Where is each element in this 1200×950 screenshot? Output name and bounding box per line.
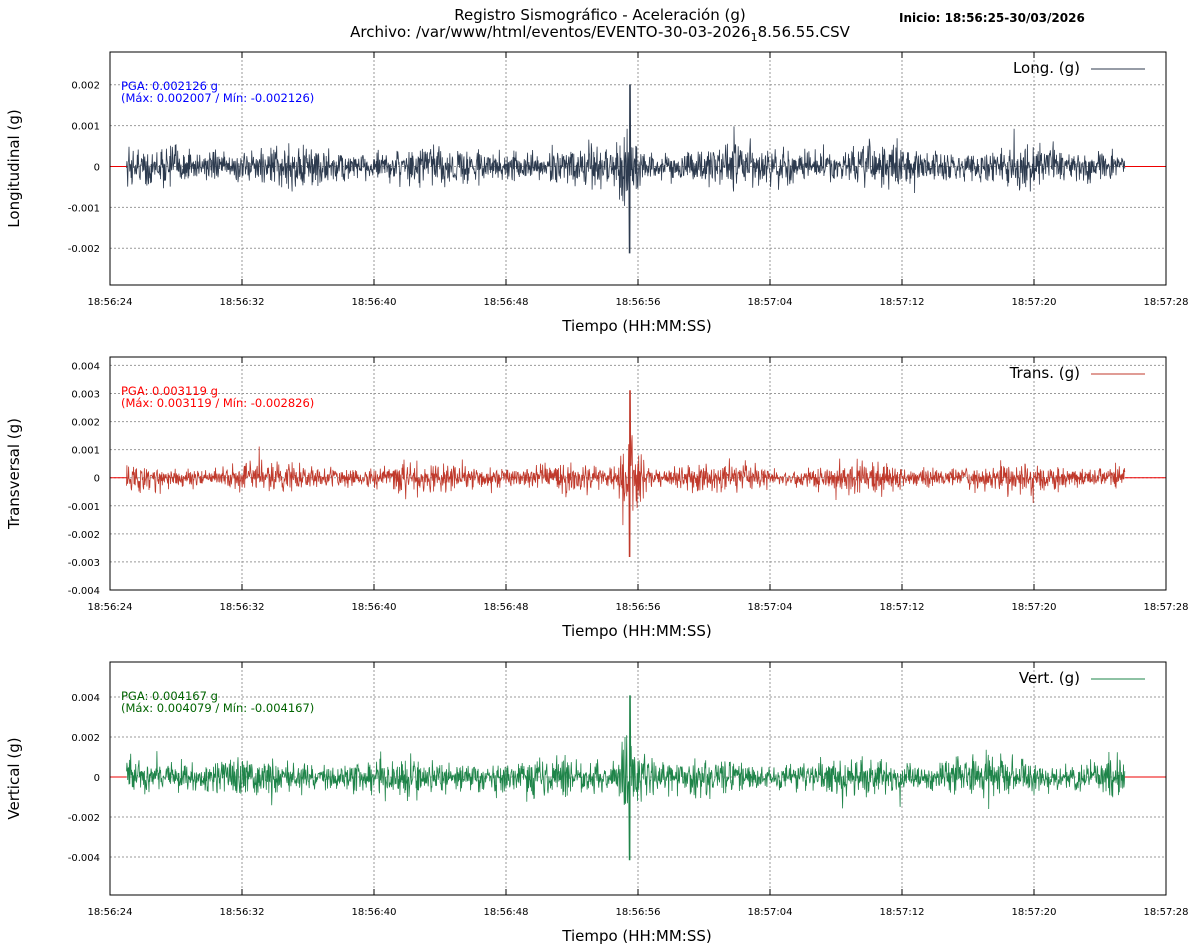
x-tick-label: 18:56:40	[352, 297, 397, 308]
y-axis-label: Vertical (g)	[5, 737, 23, 819]
x-tick-label: 18:57:12	[880, 907, 925, 918]
panel-0: 18:56:24 18:56:32 18:56:40 18:56:48 18:56:56…	[5, 51, 1189, 335]
x-tick-label: 18:57:28	[1144, 602, 1189, 613]
y-tick-label: 0.002	[71, 418, 100, 429]
y-axis-label: Longitudinal (g)	[5, 109, 23, 227]
file-prefix: Archivo: /var/www/html/eventos/EVENTO-30…	[350, 23, 751, 41]
file-suffix: 8.56.55.CSV	[757, 23, 850, 41]
y-tick-label: -0.002	[68, 244, 100, 255]
y-tick-label: 0.003	[71, 389, 100, 400]
x-tick-label: 18:56:32	[220, 602, 265, 613]
x-tick-label: 18:56:24	[88, 907, 133, 918]
y-tick-label: -0.002	[68, 530, 100, 541]
x-tick-label: 18:57:28	[1144, 297, 1189, 308]
x-tick-label: 18:57:20	[1012, 907, 1057, 918]
x-tick-label: 18:56:48	[484, 602, 529, 613]
start-time: Inicio: 18:56:25-30/03/2026	[899, 11, 1085, 25]
file-subscript: 1	[750, 31, 758, 44]
panel-1: 18:56:24 18:56:32 18:56:40 18:56:48 18:56:56…	[5, 356, 1189, 640]
legend-label: Trans. (g)	[1009, 364, 1080, 382]
waveform-series	[126, 695, 1126, 861]
y-tick-label: -0.003	[68, 558, 100, 569]
y-tick-label: 0.004	[71, 361, 100, 372]
x-tick-label: 18:56:40	[352, 602, 397, 613]
x-axis-label: Tiempo (HH:MM:SS)	[561, 927, 711, 945]
x-tick-label: 18:56:24	[88, 602, 133, 613]
x-axis-label: Tiempo (HH:MM:SS)	[561, 317, 711, 335]
x-tick-label: 18:56:40	[352, 907, 397, 918]
x-tick-label: 18:57:20	[1012, 602, 1057, 613]
y-tick-label: -0.004	[68, 586, 100, 597]
maxmin-annotation: (Máx: 0.003119 / Mín: -0.002826)	[121, 396, 314, 410]
legend-label: Vert. (g)	[1019, 669, 1080, 687]
x-tick-label: 18:57:04	[748, 602, 793, 613]
y-tick-label: 0	[94, 474, 100, 485]
waveform-series	[126, 390, 1126, 558]
x-tick-label: 18:57:12	[880, 602, 925, 613]
x-tick-label: 18:56:56	[616, 297, 661, 308]
pga-annotation: PGA: 0.003119 g	[121, 384, 218, 398]
x-tick-label: 18:57:28	[1144, 907, 1189, 918]
y-tick-label: 0.001	[71, 122, 100, 133]
plot-frame	[109, 356, 1167, 591]
pga-annotation: PGA: 0.002126 g	[121, 79, 218, 93]
waveform-series	[126, 84, 1126, 254]
chart-title: Registro Sismográfico - Aceleración (g)	[454, 6, 746, 24]
y-axis-label: Transversal (g)	[5, 418, 23, 530]
y-tick-label: -0.001	[68, 502, 100, 513]
maxmin-annotation: (Máx: 0.002007 / Mín: -0.002126)	[121, 91, 314, 105]
x-tick-label: 18:56:32	[220, 297, 265, 308]
y-tick-label: -0.002	[68, 813, 100, 824]
y-tick-label: 0.004	[71, 693, 100, 704]
legend-label: Long. (g)	[1013, 59, 1080, 77]
x-tick-label: 18:56:24	[88, 297, 133, 308]
x-tick-label: 18:57:04	[748, 907, 793, 918]
panel-2: 18:56:24 18:56:32 18:56:40 18:56:48 18:56:56…	[5, 661, 1189, 945]
x-tick-label: 18:57:12	[880, 297, 925, 308]
x-tick-label: 18:56:48	[484, 907, 529, 918]
y-tick-label: 0.002	[71, 81, 100, 92]
plot-frame	[109, 661, 1167, 896]
pga-annotation: PGA: 0.004167 g	[121, 689, 218, 703]
x-tick-label: 18:56:32	[220, 907, 265, 918]
maxmin-annotation: (Máx: 0.004079 / Mín: -0.004167)	[121, 701, 314, 715]
x-axis-label: Tiempo (HH:MM:SS)	[561, 622, 711, 640]
file-path: Archivo: /var/www/html/eventos/EVENTO-30…	[0, 23, 1200, 44]
x-tick-label: 18:57:20	[1012, 297, 1057, 308]
y-tick-label: 0	[94, 162, 100, 173]
y-tick-label: 0.002	[71, 733, 100, 744]
x-tick-label: 18:56:56	[616, 602, 661, 613]
y-tick-label: -0.004	[68, 853, 100, 864]
x-tick-label: 18:56:56	[616, 907, 661, 918]
plot-frame	[109, 51, 1167, 286]
y-tick-label: 0.001	[71, 446, 100, 457]
x-tick-label: 18:56:48	[484, 297, 529, 308]
y-tick-label: 0	[94, 773, 100, 784]
x-tick-label: 18:57:04	[748, 297, 793, 308]
y-tick-label: -0.001	[68, 203, 100, 214]
